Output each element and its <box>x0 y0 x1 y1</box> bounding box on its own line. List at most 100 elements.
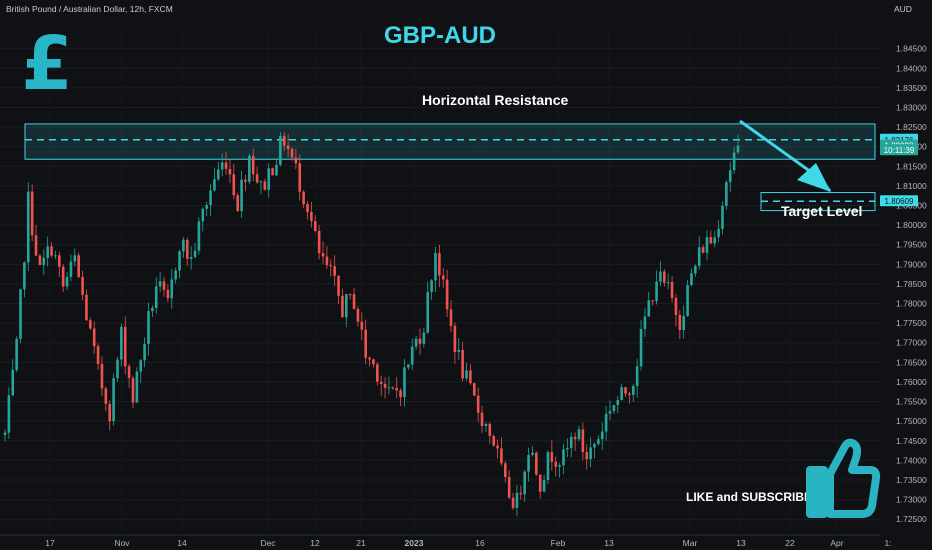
candle-body <box>15 338 18 370</box>
candle-body <box>116 359 119 379</box>
price-label: 1.80609 <box>885 197 914 206</box>
x-tick-label: 12 <box>310 538 320 548</box>
candle-body <box>352 294 356 309</box>
candle-body <box>531 452 534 455</box>
candle-body <box>267 168 271 190</box>
resistance-label: Horizontal Resistance <box>422 92 569 108</box>
candle-body <box>554 461 558 467</box>
y-tick-label: 1.84000 <box>896 63 927 73</box>
y-tick-label: 1.76500 <box>896 357 927 367</box>
candle-body <box>585 452 589 460</box>
down-arrow-icon <box>739 119 832 192</box>
candle-body <box>403 367 406 398</box>
y-tick-label: 1.74500 <box>896 436 927 446</box>
candle-body <box>166 289 170 299</box>
candle-body <box>329 265 333 267</box>
candle-body <box>209 190 212 205</box>
x-tick-label: 13 <box>736 538 746 548</box>
candle-body <box>488 423 492 436</box>
x-tick-label: 13 <box>604 538 614 548</box>
candle-body <box>162 281 166 290</box>
candle-body <box>426 291 430 333</box>
candle-body <box>581 429 585 453</box>
candle-body <box>73 255 77 262</box>
candle-body <box>356 308 360 322</box>
candle-body <box>348 294 352 296</box>
candle-body <box>220 162 224 170</box>
candle-body <box>310 212 313 222</box>
candle-body <box>523 471 526 495</box>
candle-body <box>515 492 519 509</box>
y-tick-label: 1.73500 <box>896 475 927 485</box>
cta-label: LIKE and SUBSCRIBE <box>686 490 813 504</box>
candle-body <box>158 281 162 287</box>
candle-body <box>725 182 728 206</box>
candle-body <box>535 452 538 475</box>
candle-body <box>341 295 344 318</box>
candle-body <box>682 315 686 331</box>
candle-body <box>639 329 643 367</box>
candle-body <box>507 477 511 498</box>
candle-body <box>542 480 546 492</box>
candle-body <box>131 377 135 403</box>
x-tick-label: 21 <box>356 538 366 548</box>
candle-body <box>325 256 329 266</box>
candle-body <box>701 247 705 253</box>
candle-body <box>643 316 647 330</box>
y-tick-label: 1.72500 <box>896 514 927 524</box>
candle-body <box>628 393 631 395</box>
candle-body <box>407 364 410 368</box>
candle-body <box>240 179 243 212</box>
y-tick-label: 1.79500 <box>896 240 927 250</box>
candle-body <box>294 157 298 164</box>
y-tick-label: 1.80000 <box>896 220 927 230</box>
candle-body <box>344 294 348 318</box>
candle-body <box>34 235 38 256</box>
candle-body <box>705 237 709 253</box>
candle-body <box>182 239 185 252</box>
candle-body <box>23 262 26 290</box>
candle-body <box>275 164 278 176</box>
candle-body <box>26 191 30 263</box>
resistance-zone <box>24 123 876 160</box>
price-axis: 1.845001.840001.835001.830001.825001.820… <box>880 0 932 550</box>
candle-body <box>333 266 336 276</box>
candlestick-series <box>3 132 740 517</box>
price-label-background <box>880 144 918 156</box>
candle-body <box>30 191 34 236</box>
candle-body <box>69 261 73 277</box>
candle-body <box>674 297 678 316</box>
candle-body <box>178 251 181 271</box>
candle-body <box>143 344 146 361</box>
x-tick-label: 2023 <box>405 538 424 548</box>
candle-body <box>174 270 177 280</box>
candle-body <box>364 329 367 358</box>
candle-body <box>569 436 573 449</box>
candle-body <box>538 474 542 492</box>
candle-body <box>65 276 69 287</box>
candle-body <box>597 439 600 445</box>
y-tick-label: 1.77500 <box>896 318 927 328</box>
candle-body <box>546 452 550 481</box>
y-tick-label: 1.81000 <box>896 181 927 191</box>
candle-body <box>372 359 375 365</box>
candle-body <box>732 152 736 171</box>
candle-body <box>224 162 228 169</box>
candle-body <box>558 465 561 467</box>
candle-body <box>600 431 604 440</box>
candle-body <box>663 271 666 283</box>
candle-body <box>504 463 507 478</box>
candle-body <box>604 413 608 432</box>
candle-body <box>608 411 612 414</box>
y-tick-label: 1.73000 <box>896 495 927 505</box>
candle-body <box>123 326 127 367</box>
y-tick-label: 1.83000 <box>896 102 927 112</box>
y-tick-label: 1.76000 <box>896 377 927 387</box>
candle-body <box>422 332 426 344</box>
thumbs-up-icon <box>806 438 881 518</box>
candle-body <box>298 163 302 192</box>
candle-body <box>465 370 468 379</box>
candle-body <box>282 135 286 146</box>
candle-body <box>151 307 154 312</box>
